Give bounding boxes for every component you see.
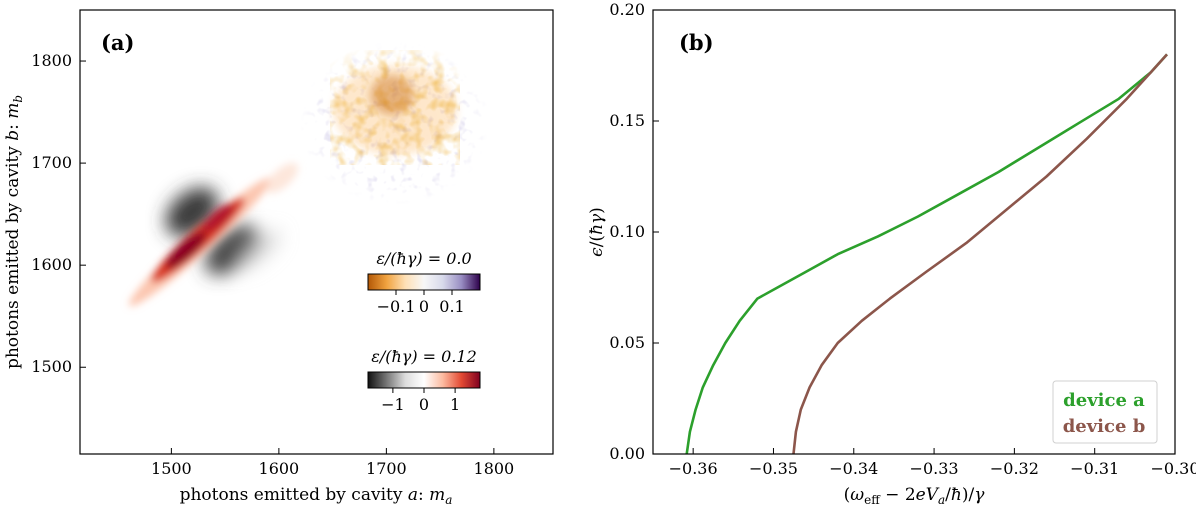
x-tick-label-b: −0.30 [1150, 459, 1196, 478]
x-tick-label-a: 1600 [259, 459, 300, 478]
colorbar-ticks-1: −1 0 1 [381, 388, 460, 414]
y-tick-label-b: 0.05 [609, 333, 645, 352]
colorbar-bar-0 [367, 273, 481, 291]
x-tick-label-b: −0.32 [990, 459, 1039, 478]
line-series [685, 53, 1168, 454]
colorbar-ticks-0: −0.1 0 0.1 [377, 290, 465, 316]
y-axis-label-b: ϵ/(ħγ) [587, 207, 607, 257]
x-tick-label-b: −0.36 [669, 459, 718, 478]
x-tick-label-b: −0.35 [749, 459, 798, 478]
colorbar-tick-label: 1 [450, 395, 460, 414]
heatmap-blob-epsilon-0.0 [300, 38, 490, 208]
faint-negative-tail [235, 230, 281, 270]
x-tick-label-b: −0.33 [910, 459, 959, 478]
y-tick-label-b: 0.15 [609, 111, 645, 130]
legend-entry-device-b: device b [1063, 416, 1146, 437]
series-line-device-b [792, 53, 1168, 454]
colorbar-epsilon-0.0: ε/(ħγ) = 0.0 −0.1 0 0.1 [367, 249, 481, 316]
y-tick-label-a: 1800 [31, 51, 72, 70]
axes-frame-a [79, 9, 554, 455]
x-axis-label-a: photons emitted by cavity a: ma [180, 485, 453, 507]
colorbar-tick-label: −1 [381, 395, 405, 414]
colorbar-tick-label: 0.1 [439, 297, 464, 316]
heatmap-area [129, 38, 490, 307]
y-axis-label-a: photons emitted by cavity b: mb [3, 95, 25, 369]
y-tick-label-a: 1600 [31, 255, 72, 274]
y-tick-label-a: 1700 [31, 153, 72, 172]
y-tick-label-b: 0.00 [609, 444, 645, 463]
y-tick-label-b: 0.20 [609, 0, 645, 19]
ticks-b: −0.36 −0.35 −0.34 −0.33 −0.32 −0.31 −0.30 0.00 0… [609, 0, 1196, 478]
legend: device a device b [1052, 380, 1158, 444]
panel-label-b: (b) [679, 30, 714, 55]
x-tick-label-b: −0.34 [829, 459, 878, 478]
x-axis-label-b: (ωeff − 2eVa/ħ)/γ [844, 485, 986, 507]
x-tick-label-a: 1800 [474, 459, 515, 478]
positive-faint-end [265, 163, 299, 193]
series-line-device-a [685, 53, 1168, 454]
legend-box [1052, 380, 1158, 444]
positive-peak-2 [202, 203, 234, 233]
panel-label-a: (a) [101, 30, 134, 55]
colorbar-epsilon-0.12: ε/(ħγ) = 0.12 −1 0 1 [367, 347, 481, 414]
colorbar-tick-label: −0.1 [377, 297, 416, 316]
ticks-a: 1500 1600 1700 1800 1500 1600 1700 1800 [31, 51, 514, 478]
negative-lobe-lower-right [204, 225, 260, 275]
x-tick-label-a: 1500 [151, 459, 192, 478]
colorbar-tick-label: 0 [419, 395, 429, 414]
x-tick-label-b: −0.31 [1070, 459, 1119, 478]
panel-a: 1500 1600 1700 1800 1500 1600 1700 1800 (a) pho… [3, 9, 554, 507]
colorbar-tick-label: 0 [419, 297, 429, 316]
y-tick-label-a: 1500 [31, 357, 72, 376]
colorbar-title-1: ε/(ħγ) = 0.12 [371, 347, 477, 366]
legend-entry-device-a: device a [1063, 390, 1145, 411]
colorbar-title-0: ε/(ħγ) = 0.0 [376, 249, 471, 268]
panel-b: −0.36 −0.35 −0.34 −0.33 −0.32 −0.31 −0.30 0.00 0… [587, 0, 1196, 507]
x-tick-label-a: 1700 [366, 459, 407, 478]
colorbar-bar-1 [367, 371, 481, 389]
y-tick-label-b: 0.10 [609, 222, 645, 241]
positive-peak [165, 231, 207, 269]
orange-core [370, 75, 414, 115]
heatmap-blob-epsilon-0.12 [129, 163, 299, 307]
